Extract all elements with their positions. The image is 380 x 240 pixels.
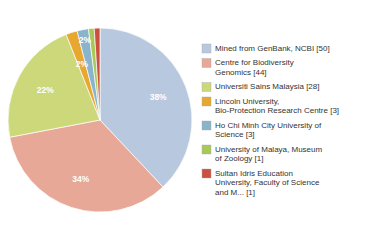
legend-item: Universiti Sains Malaysia [28] bbox=[202, 82, 319, 91]
legend-item: University of Malaya, Museumof Zoology [… bbox=[202, 145, 322, 164]
pie bbox=[8, 28, 192, 212]
data-labels: 38% 34% 22% 2% 2% bbox=[37, 35, 167, 184]
chart: 38% 34% 22% 2% 2% Mined from GenBank, NCBI [5… bbox=[0, 0, 380, 240]
legend-label: Centre for BiodiversityGenomics [44] bbox=[215, 58, 294, 77]
legend-label: Sultan Idris EducationUniversity, Facult… bbox=[215, 169, 320, 197]
legend: Mined from GenBank, NCBI [50] Centre for … bbox=[202, 44, 339, 197]
legend-swatch bbox=[202, 59, 211, 68]
legend-label: Ho Chi Minh City University ofScience [3… bbox=[215, 121, 322, 140]
legend-swatch bbox=[202, 97, 211, 106]
legend-label: Mined from GenBank, NCBI [50] bbox=[215, 44, 330, 53]
data-label: 38% bbox=[150, 92, 167, 102]
legend-swatch bbox=[202, 83, 211, 92]
pie-slice bbox=[77, 29, 100, 120]
legend-label: Universiti Sains Malaysia [28] bbox=[215, 82, 319, 91]
legend-swatch bbox=[202, 121, 211, 130]
data-label: 22% bbox=[37, 85, 54, 95]
legend-label: University of Malaya, Museumof Zoology [… bbox=[215, 145, 322, 164]
legend-item: Lincoln University,Bio-Protection Resear… bbox=[202, 97, 339, 116]
legend-label: Lincoln University,Bio-Protection Resear… bbox=[215, 97, 339, 116]
legend-item: Ho Chi Minh City University ofScience [3… bbox=[202, 121, 322, 140]
data-label: 2% bbox=[76, 59, 89, 69]
legend-swatch bbox=[202, 44, 211, 53]
pie-slice bbox=[94, 28, 100, 120]
data-label: 34% bbox=[72, 174, 89, 184]
legend-item: Sultan Idris EducationUniversity, Facult… bbox=[202, 169, 320, 197]
legend-item: Mined from GenBank, NCBI [50] bbox=[202, 44, 330, 53]
legend-swatch bbox=[202, 169, 211, 178]
legend-swatch bbox=[202, 145, 211, 154]
pie-slice bbox=[10, 120, 163, 212]
legend-item: Centre for BiodiversityGenomics [44] bbox=[202, 58, 294, 77]
data-label: 2% bbox=[79, 35, 92, 45]
